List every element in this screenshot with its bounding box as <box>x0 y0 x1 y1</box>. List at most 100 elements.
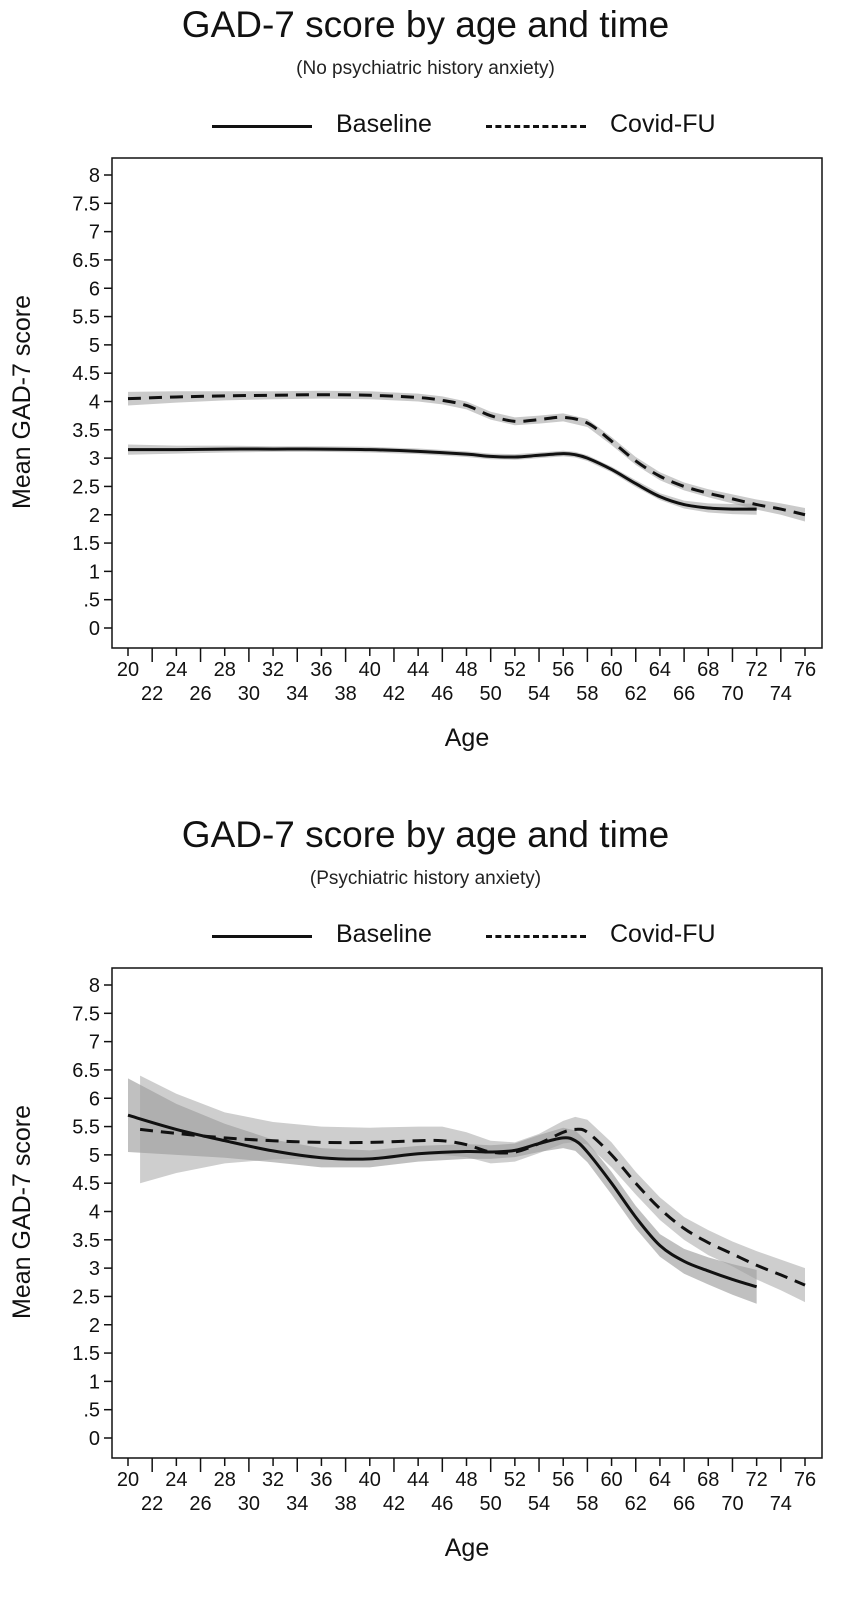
x-tick-label: 56 <box>552 659 574 681</box>
series-line-covid-fu <box>139 1127 806 1287</box>
x-tick-label: 72 <box>746 1469 768 1491</box>
y-tick-label: 2.5 <box>72 1286 100 1308</box>
x-tick-label: 32 <box>262 659 284 681</box>
x-tick-label: 32 <box>262 1469 284 1491</box>
y-tick-label: 3.5 <box>72 420 100 442</box>
y-tick-label: 4.5 <box>72 1173 100 1195</box>
y-tick-label: 7.5 <box>72 1003 100 1025</box>
x-tick-label: 76 <box>794 659 816 681</box>
y-tick-label: 5.5 <box>72 307 100 329</box>
y-tick-label: 1.5 <box>72 1343 100 1365</box>
y-tick-label: 1 <box>89 561 100 583</box>
legend: Baseline Covid-FU <box>212 108 732 144</box>
y-axis-title: Mean GAD-7 score <box>8 295 36 509</box>
x-tick-label: 46 <box>431 683 453 705</box>
x-tick-label: 20 <box>117 1469 139 1491</box>
y-tick-label: 0 <box>89 618 100 640</box>
x-tick-label: 54 <box>528 1493 550 1515</box>
y-tick-label: 1.5 <box>72 533 100 555</box>
x-tick-label: 22 <box>141 1493 163 1515</box>
x-tick-label: 44 <box>407 1469 429 1491</box>
y-tick-label: 4 <box>89 1202 100 1224</box>
x-tick-label: 74 <box>770 683 792 705</box>
y-tick-label: 6 <box>89 278 100 300</box>
x-tick-label: 42 <box>383 683 405 705</box>
x-tick-label: 24 <box>165 1469 187 1491</box>
chart-title: GAD-7 score by age and time <box>181 4 670 45</box>
y-tick-label: 7.5 <box>72 193 100 215</box>
x-tick-label: 36 <box>310 659 332 681</box>
x-tick-label: 64 <box>649 659 671 681</box>
x-tick-label: 76 <box>794 1469 816 1491</box>
y-tick-label: .5 <box>83 1400 100 1422</box>
x-tick-label: 24 <box>165 659 187 681</box>
y-tick-label: 5.5 <box>72 1117 100 1139</box>
x-tick-label: 62 <box>625 683 647 705</box>
x-tick-label: 72 <box>746 659 768 681</box>
x-tick-label: 70 <box>721 1493 743 1515</box>
legend-label-baseline: Baseline <box>336 920 432 948</box>
x-tick-label: 54 <box>528 683 550 705</box>
y-tick-label: 0 <box>89 1428 100 1450</box>
x-tick-label: 26 <box>189 1493 211 1515</box>
x-tick-label: 30 <box>238 683 260 705</box>
chart-subtitle: (Psychiatric history anxiety) <box>309 868 542 889</box>
x-tick-label: 26 <box>189 683 211 705</box>
plot-frame <box>111 967 823 1459</box>
x-tick-label: 22 <box>141 683 163 705</box>
legend-swatch-dashed <box>486 935 586 938</box>
legend-label-covid-fu: Covid-FU <box>610 110 716 138</box>
x-axis-title: Age <box>445 1534 489 1562</box>
y-tick-label: 4.5 <box>72 363 100 385</box>
y-tick-label: 3 <box>89 448 100 470</box>
x-tick-label: 30 <box>238 1493 260 1515</box>
x-tick-label: 38 <box>334 1493 356 1515</box>
y-tick-label: 3 <box>89 1258 100 1280</box>
x-tick-label: 36 <box>310 1469 332 1491</box>
x-tick-label: 48 <box>455 659 477 681</box>
series-line-covid-fu <box>127 393 806 517</box>
x-tick-label: 34 <box>286 1493 308 1515</box>
x-tick-label: 28 <box>214 659 236 681</box>
x-tick-label: 52 <box>504 659 526 681</box>
x-tick-label: 64 <box>649 1469 671 1491</box>
x-tick-label: 42 <box>383 1493 405 1515</box>
x-tick-label: 50 <box>480 683 502 705</box>
x-tick-label: 58 <box>576 683 598 705</box>
legend-swatch-solid <box>212 125 312 128</box>
x-tick-label: 44 <box>407 659 429 681</box>
legend-label-baseline: Baseline <box>336 110 432 138</box>
y-tick-label: 4 <box>89 392 100 414</box>
x-tick-label: 70 <box>721 683 743 705</box>
y-tick-label: 5 <box>89 1145 100 1167</box>
x-tick-label: 62 <box>625 1493 647 1515</box>
y-tick-label: 8 <box>89 165 100 187</box>
x-tick-label: 66 <box>673 1493 695 1515</box>
x-tick-label: 40 <box>359 659 381 681</box>
x-tick-label: 40 <box>359 1469 381 1491</box>
y-tick-label: 2 <box>89 1315 100 1337</box>
y-tick-label: 5 <box>89 335 100 357</box>
x-tick-label: 60 <box>600 1469 622 1491</box>
x-tick-label: 28 <box>214 1469 236 1491</box>
legend-label-covid-fu: Covid-FU <box>610 920 716 948</box>
x-tick-label: 20 <box>117 659 139 681</box>
y-tick-label: 1 <box>89 1371 100 1393</box>
chart-title: GAD-7 score by age and time <box>181 814 670 855</box>
chart-panel-top: GAD-7 score by age and time (No psychiat… <box>0 0 851 798</box>
y-tick-label: .5 <box>83 590 100 612</box>
x-tick-label: 58 <box>576 1493 598 1515</box>
x-tick-label: 56 <box>552 1469 574 1491</box>
legend-swatch-solid <box>212 935 312 938</box>
x-tick-label: 60 <box>600 659 622 681</box>
legend: Baseline Covid-FU <box>212 918 732 954</box>
y-axis-title: Mean GAD-7 score <box>8 1105 36 1319</box>
x-tick-label: 68 <box>697 1469 719 1491</box>
x-tick-label: 74 <box>770 1493 792 1515</box>
plot-area-bottom: 87.576.565.554.543.532.521.51.5020222426… <box>8 967 823 1562</box>
x-tick-label: 50 <box>480 1493 502 1515</box>
ci-band-covid-fu <box>140 1075 805 1303</box>
chart-panel-bottom: GAD-7 score by age and time (Psychiatric… <box>0 810 851 1608</box>
x-axis-title: Age <box>445 724 489 752</box>
y-tick-label: 8 <box>89 975 100 997</box>
